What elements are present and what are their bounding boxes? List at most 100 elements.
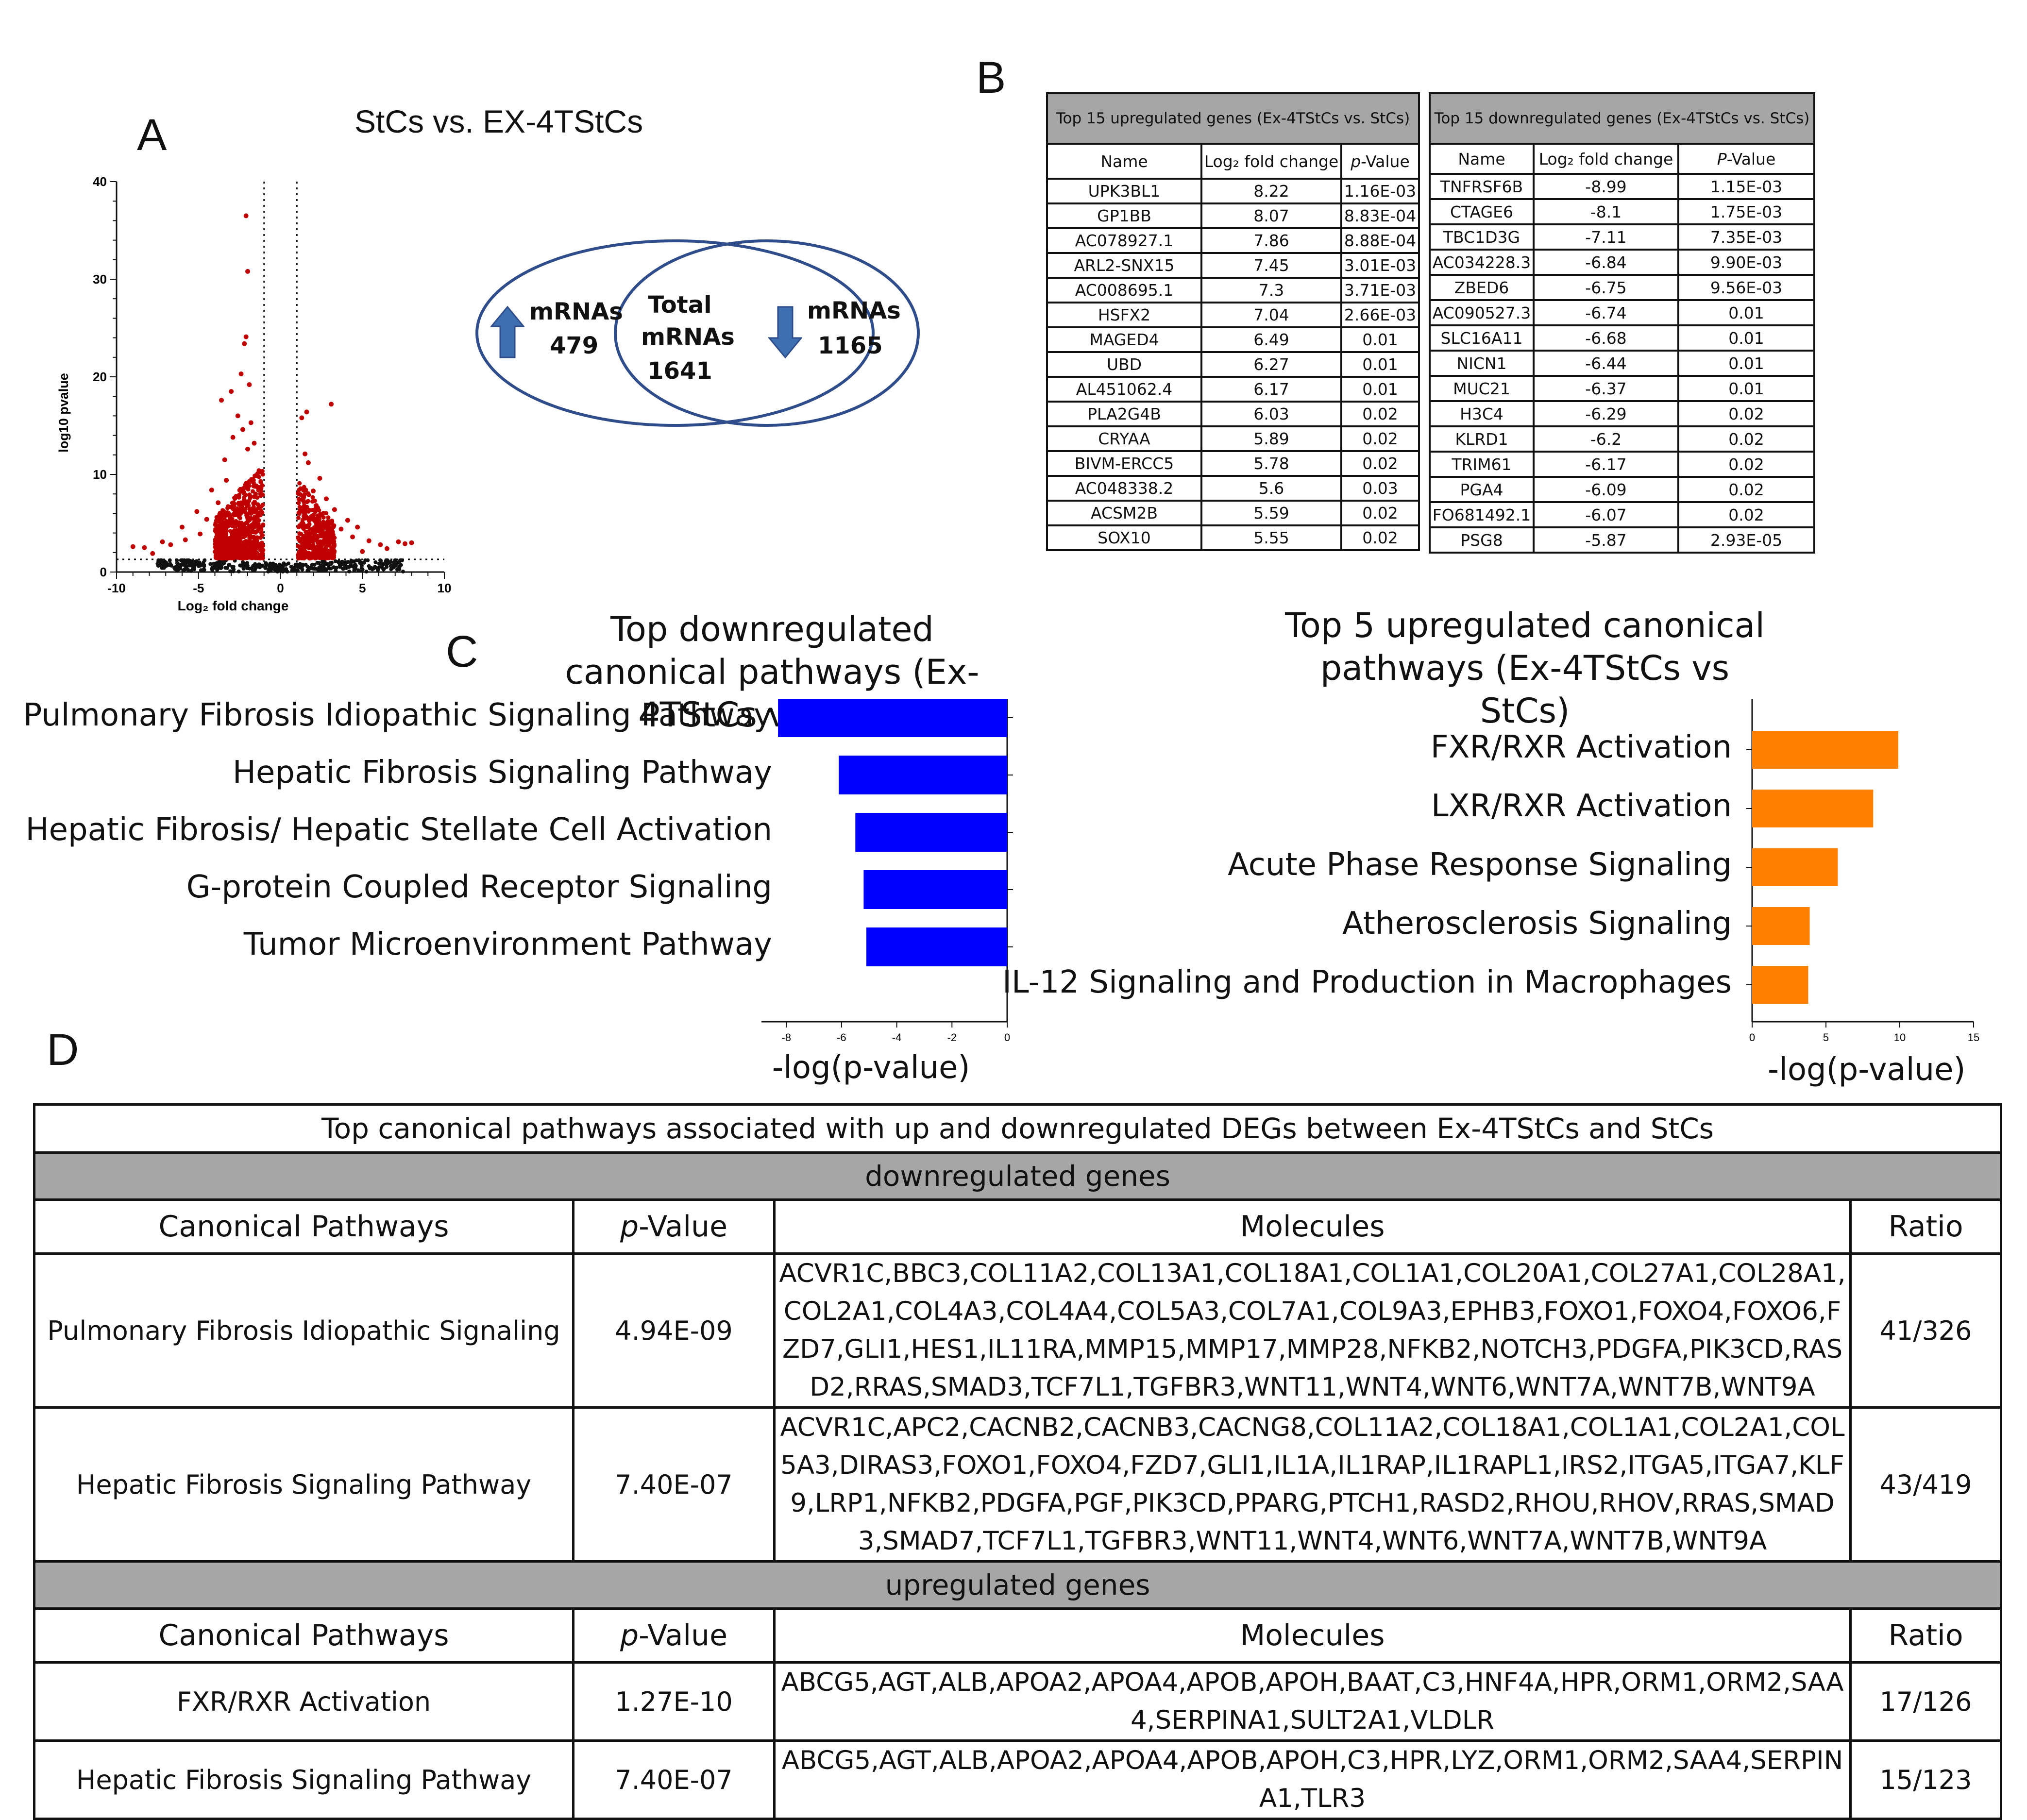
volcano-point xyxy=(168,562,172,566)
volcano-point xyxy=(283,568,287,572)
volcano-point xyxy=(312,563,317,567)
volcano-point xyxy=(248,515,253,520)
volcano-point xyxy=(243,213,249,219)
up-pvalue: 3.01E-03 xyxy=(1340,252,1420,279)
volcano-point xyxy=(305,524,310,529)
up-log2fc: 7.86 xyxy=(1200,227,1342,254)
volcano-point xyxy=(188,562,192,566)
volcano-point xyxy=(243,493,248,498)
volcano-point xyxy=(299,415,304,421)
up-pvalue: 0.03 xyxy=(1340,475,1420,502)
volcano-point xyxy=(398,558,403,562)
volcano-point xyxy=(245,520,250,525)
table-row: TBC1D3G -7.11 7.35E-03 xyxy=(1429,223,1816,251)
volcano-point xyxy=(332,507,337,512)
bar-chart-tick-label: 0 xyxy=(1004,1031,1010,1044)
volcano-point xyxy=(251,568,255,573)
volcano-point xyxy=(311,555,316,559)
pathway-bar xyxy=(1752,790,1874,827)
volcano-point xyxy=(326,531,331,536)
volcano-point xyxy=(297,481,302,486)
volcano-point xyxy=(242,540,247,545)
venn-total-label-2: mRNAs xyxy=(641,323,735,351)
pathway-label: G-protein Coupled Receptor Signaling xyxy=(186,869,772,905)
pathway-bar xyxy=(1752,731,1898,769)
up-gene-name: AC008695.1 xyxy=(1046,277,1202,303)
volcano-point xyxy=(301,555,306,559)
volcano-y-tick-label: 10 xyxy=(93,467,107,482)
volcano-point xyxy=(346,560,350,564)
volcano-point xyxy=(373,560,378,564)
volcano-point xyxy=(284,562,288,567)
up-pvalue: 0.01 xyxy=(1340,326,1420,353)
table-row: KLRD1 -6.2 0.02 xyxy=(1429,425,1816,453)
venn-up-label: mRNAs xyxy=(529,298,623,325)
d-col-p-italic: p xyxy=(620,1210,639,1244)
volcano-point xyxy=(224,478,229,483)
bar-chart-tick-label: -8 xyxy=(781,1031,791,1044)
venn-down-circle-layer xyxy=(614,239,920,427)
venn-down-label: mRNAs xyxy=(807,297,901,324)
table-row: GP1BB 8.07 8.83E-04 xyxy=(1046,202,1420,229)
volcano-point xyxy=(236,521,240,525)
down-gene-name: FO681492.1 xyxy=(1429,501,1535,528)
volcano-point xyxy=(188,559,193,563)
d-down-pathway-1: Pulmonary Fibrosis Idiopathic Signaling xyxy=(33,1252,574,1409)
volcano-point xyxy=(332,542,337,547)
volcano-point xyxy=(213,522,218,527)
volcano-point xyxy=(230,532,235,537)
volcano-point xyxy=(245,561,249,565)
down-gene-name: ZBED6 xyxy=(1429,274,1535,301)
volcano-point xyxy=(237,529,242,534)
volcano-point xyxy=(156,563,160,568)
down-log2fc: -6.07 xyxy=(1533,501,1679,528)
volcano-point xyxy=(216,500,221,506)
volcano-point xyxy=(385,565,389,569)
volcano-point xyxy=(318,512,323,517)
volcano-point xyxy=(217,517,221,522)
volcano-point xyxy=(258,548,263,553)
table-row: PGA4 -6.09 0.02 xyxy=(1429,476,1816,503)
volcano-point xyxy=(257,565,262,570)
volcano-point xyxy=(198,531,203,537)
volcano-point xyxy=(236,569,241,573)
pathway-label: IL-12 Signaling and Production in Macrop… xyxy=(1002,964,1732,1000)
table-row: AL451062.4 6.17 0.01 xyxy=(1046,376,1420,403)
volcano-point xyxy=(189,569,193,573)
panel-letter-b: B xyxy=(976,53,1006,102)
d-down-p-2: 7.40E-07 xyxy=(572,1406,776,1563)
volcano-point xyxy=(252,440,257,446)
volcano-point xyxy=(356,568,360,573)
pathway-bar xyxy=(1752,907,1810,945)
volcano-point xyxy=(220,552,225,557)
up-genes-table: Top 15 upregulated genes (Ex-4TStCs vs. … xyxy=(1046,92,1420,551)
volcano-point xyxy=(329,545,334,550)
down-col-p-rest: -Value xyxy=(1726,149,1776,169)
volcano-point xyxy=(307,537,312,541)
volcano-point xyxy=(214,529,219,534)
volcano-point xyxy=(378,563,383,568)
volcano-point xyxy=(214,548,219,553)
panel-a-title: StCs vs. EX-4TStCs xyxy=(355,103,643,139)
down-col-pvalue: P-Value xyxy=(1677,143,1816,175)
pathway-bar xyxy=(866,927,1007,966)
d-col-p-italic-2: p xyxy=(620,1618,639,1652)
d-down-p-1: 4.94E-09 xyxy=(572,1252,776,1409)
volcano-point xyxy=(174,568,178,572)
d-down-pathway-2: Hepatic Fibrosis Signaling Pathway xyxy=(33,1406,574,1563)
volcano-point xyxy=(403,541,407,546)
table-row: TRIM61 -6.17 0.02 xyxy=(1429,451,1816,478)
volcano-point xyxy=(235,413,240,419)
table-row: AC078927.1 7.86 8.88E-04 xyxy=(1046,227,1420,254)
volcano-point xyxy=(243,544,248,549)
volcano-point xyxy=(160,558,165,563)
down-log2fc: -6.75 xyxy=(1533,274,1679,301)
volcano-point xyxy=(259,508,264,513)
volcano-point xyxy=(399,563,403,567)
up-gene-name: MAGED4 xyxy=(1046,326,1202,353)
volcano-point xyxy=(320,539,324,544)
up-pvalue: 1.16E-03 xyxy=(1340,178,1420,204)
down-gene-name: AC090527.3 xyxy=(1429,299,1535,326)
volcano-point xyxy=(263,566,268,570)
volcano-point xyxy=(384,546,389,551)
